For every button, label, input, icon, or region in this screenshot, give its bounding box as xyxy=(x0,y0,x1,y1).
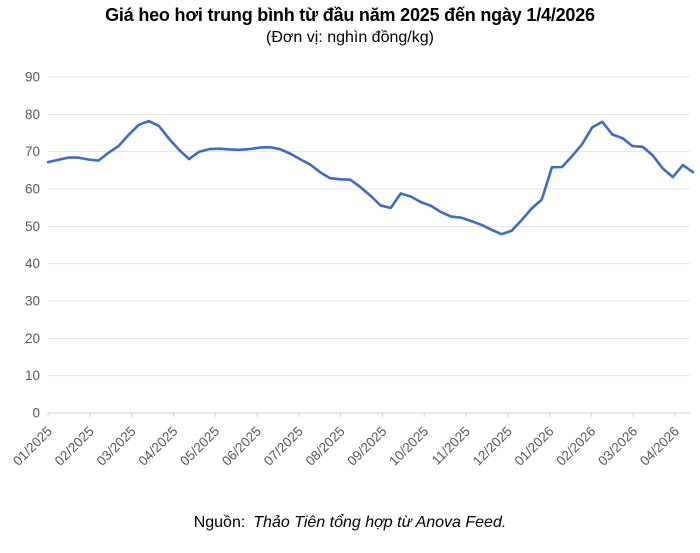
x-tick-label: 05/2025 xyxy=(177,424,222,469)
x-tick-label: 11/2025 xyxy=(429,424,473,468)
x-tick-label: 04/2026 xyxy=(637,424,682,469)
x-tick-label: 08/2025 xyxy=(303,424,348,469)
x-tick-label: 02/2026 xyxy=(553,424,598,469)
y-tick-label: 90 xyxy=(25,70,40,85)
x-tick-label: 10/2025 xyxy=(386,424,431,469)
chart-unit-subtitle: (Đơn vị: nghìn đồng/kg) xyxy=(266,29,434,46)
x-tick-label: 03/2025 xyxy=(94,424,139,469)
y-tick-label: 60 xyxy=(25,182,40,197)
price-line-chart: 0 10 20 30 40 50 60 70 80 90 01/202502/202503/2025… xyxy=(10,70,695,469)
y-tick-label: 20 xyxy=(25,331,40,346)
x-tick-label: 04/2025 xyxy=(135,424,180,469)
y-tick-label: 10 xyxy=(25,368,40,383)
x-tick-label: 06/2025 xyxy=(219,424,264,469)
x-tick-label: 07/2025 xyxy=(261,424,306,469)
x-tick-label: 02/2025 xyxy=(52,424,97,469)
price-line-series xyxy=(46,119,695,236)
y-tick-label: 0 xyxy=(32,406,40,421)
y-tick-label: 40 xyxy=(25,256,40,271)
x-tick-label: 03/2026 xyxy=(595,424,640,469)
y-tick-label: 80 xyxy=(25,107,40,122)
x-tick-label: 09/2025 xyxy=(344,424,389,469)
y-tick-label: 30 xyxy=(25,294,40,309)
source-label: Nguồn: xyxy=(193,514,246,531)
chart-title: Giá heo hơi trung bình từ đầu năm 2025 đ… xyxy=(105,5,595,25)
y-tick-label: 50 xyxy=(25,219,40,234)
y-tick-label: 70 xyxy=(25,144,40,159)
x-tick-label: 01/2026 xyxy=(512,424,557,469)
source-note: Nguồn: Thảo Tiên tổng hợp từ Anova Feed. xyxy=(0,514,700,532)
x-tick-label: 12/2025 xyxy=(470,424,515,469)
x-tick-label: 01/2025 xyxy=(10,424,55,469)
source-text: Thảo Tiên tổng hợp từ Anova Feed. xyxy=(253,514,507,531)
